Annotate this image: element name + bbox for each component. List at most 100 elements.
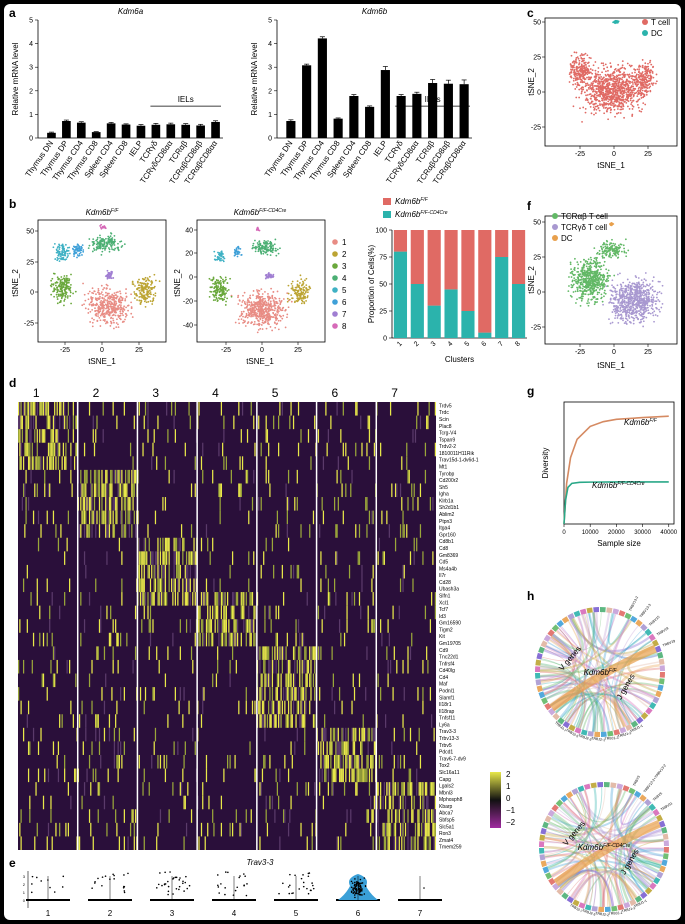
bar-cre: [444, 289, 458, 338]
y-tick-label: -20: [183, 299, 193, 306]
x-tick-label: 40000: [660, 530, 677, 536]
j-gene-label: TRBJ2-7: [569, 903, 583, 913]
bar-cre: [461, 311, 475, 338]
legend-swatch: [383, 211, 391, 218]
y-axis-label: Relative mRNA level: [250, 42, 259, 115]
legend-swatch: [332, 275, 338, 281]
bar: [136, 125, 146, 138]
y-tick-label: 50: [533, 220, 541, 227]
tsne-cre-xlabel: tSNE_1: [246, 357, 274, 366]
bar: [365, 106, 375, 138]
heatmap-cluster-header: 5: [272, 386, 279, 400]
heatmap-gene-label: Il18r1: [439, 702, 452, 708]
j-gene-label: TRBJ2-5: [582, 909, 596, 917]
x-tick-label: 5: [464, 340, 472, 348]
heatmap-gene-label: Tcf7: [439, 607, 448, 613]
tsne-f-xlabel: tSNE_1: [597, 361, 625, 370]
y-tick-label: 0: [189, 275, 193, 282]
heatmap-gene-label: Cd8b1: [439, 539, 454, 545]
legend-label: T cell: [651, 18, 670, 27]
heatmap-gene-label: Gm8369: [439, 553, 458, 559]
x-tick-label: 0: [612, 349, 616, 356]
colorbar-tick: −2: [506, 818, 516, 827]
v-gene-label: TRBV13-2: [628, 595, 639, 611]
y-tick-label: 4: [268, 41, 272, 48]
bar: [443, 83, 453, 138]
tsne-plot-celltype: tSNE_2 tSNE_1 -25 0 25 50 25 0 -25 T cell DC: [527, 17, 678, 170]
j-gene-label: TRBJ1-1: [629, 724, 643, 734]
y-tick-label: 0: [383, 336, 387, 343]
v-gene-label: TRBV31: [660, 801, 673, 811]
chart-title: Kdm6b: [362, 7, 388, 16]
y-axis-label: Proportion of Cells(%): [367, 245, 376, 324]
y-tick-label: 2: [29, 88, 33, 95]
j-gene-label: TRBJ2-1: [591, 736, 605, 742]
diversity-line-chart: Diversity Sample size 0 10000 20000 30000 40…: [541, 401, 678, 548]
legend-swatch: [332, 287, 338, 293]
heatmap-gene-label: Ms4a4b: [439, 566, 457, 572]
heatmap-gene-label: Sbfsp5: [439, 817, 455, 823]
heatmap-gene-label: Klrb1a: [439, 498, 454, 504]
bar: [181, 124, 191, 138]
bar-legend: Kdm6bF/F Kdm6bF/F-CD4Cre: [383, 197, 448, 219]
legend-label: 6: [342, 298, 347, 307]
heatmap-gene-label: Tnfrsf4: [439, 661, 455, 667]
y-tick-label: 0: [268, 136, 272, 143]
heatmap-gene-label: Zmat4: [439, 838, 453, 844]
heatmap-gene-label: Ubash3a: [439, 587, 459, 593]
chord-title: Kdm6bF/F: [584, 668, 618, 677]
v-gene-label: TRBV5: [652, 791, 663, 802]
j-gene-label: TRBJ2-1: [609, 911, 623, 916]
heatmap-gene-label: Kit: [439, 634, 445, 640]
series-line: [563, 481, 669, 525]
heatmap-gene-label: Plac8: [439, 424, 452, 430]
tsne-f-frame: [544, 215, 678, 345]
v-gene-label: TRBV12-2+TRBV13-2: [643, 763, 667, 793]
heatmap-gene-label: Cd5: [439, 560, 448, 566]
y-tick-label: 0: [29, 136, 33, 143]
x-tick-label: 0: [100, 347, 104, 354]
x-tick-label: 4: [447, 340, 455, 348]
panel-label-h: h: [527, 589, 534, 603]
violin-cluster-label: 1: [46, 909, 51, 918]
heatmap-gene-label: Gm19705: [439, 641, 461, 647]
bar: [166, 124, 176, 138]
legend-swatch: [552, 213, 558, 219]
panel-label-f: f: [527, 199, 532, 213]
x-tick-label: 0: [612, 151, 616, 158]
colorbar-tick: 0: [506, 794, 511, 803]
bar: [380, 70, 390, 138]
heatmap-gene-label: Kbarp: [439, 804, 453, 810]
legend-label: DC: [651, 29, 663, 38]
x-tick-label: 1: [396, 340, 404, 348]
heatmap-gene-label: Tox2: [439, 763, 450, 769]
iel-label: IELs: [425, 95, 441, 104]
bar: [286, 121, 296, 138]
legend-swatch: [332, 311, 338, 317]
heatmap-cluster-header: 7: [391, 386, 398, 400]
heatmap-gene-label: Trdc: [439, 410, 449, 416]
legend-swatch: [332, 323, 338, 329]
heatmap-gene-label: Tcrg-V4: [439, 431, 456, 437]
heatmap-gene-label: Il18rap: [439, 709, 455, 715]
bar-ff: [511, 230, 526, 284]
heatmap-gene-label: Podnl1: [439, 689, 455, 695]
y-tick-label: 100: [375, 228, 387, 235]
chart-title: Kdm6a: [118, 7, 144, 16]
heatmap-gene-label: Tyrobp: [439, 471, 455, 477]
heatmap-gene-label: Mphosph8: [439, 797, 463, 803]
legend-label: TCRγδ T cell: [561, 223, 607, 232]
y-tick-label: 5: [268, 18, 272, 25]
v-gene-label: TRBV19: [656, 626, 669, 636]
heatmap-gene-label: Sh2d1b1: [439, 505, 459, 511]
bar: [349, 95, 359, 138]
heatmap-gene-label: Ptpn3: [439, 519, 452, 525]
bar-ff: [427, 230, 441, 306]
heatmap-gene-label: Trbv5: [439, 743, 452, 749]
x-tick-label: -25: [575, 151, 585, 158]
heatmap-gene-label: Sh5: [439, 485, 448, 491]
heatmap-gene-label: Slc16a11: [439, 770, 460, 776]
